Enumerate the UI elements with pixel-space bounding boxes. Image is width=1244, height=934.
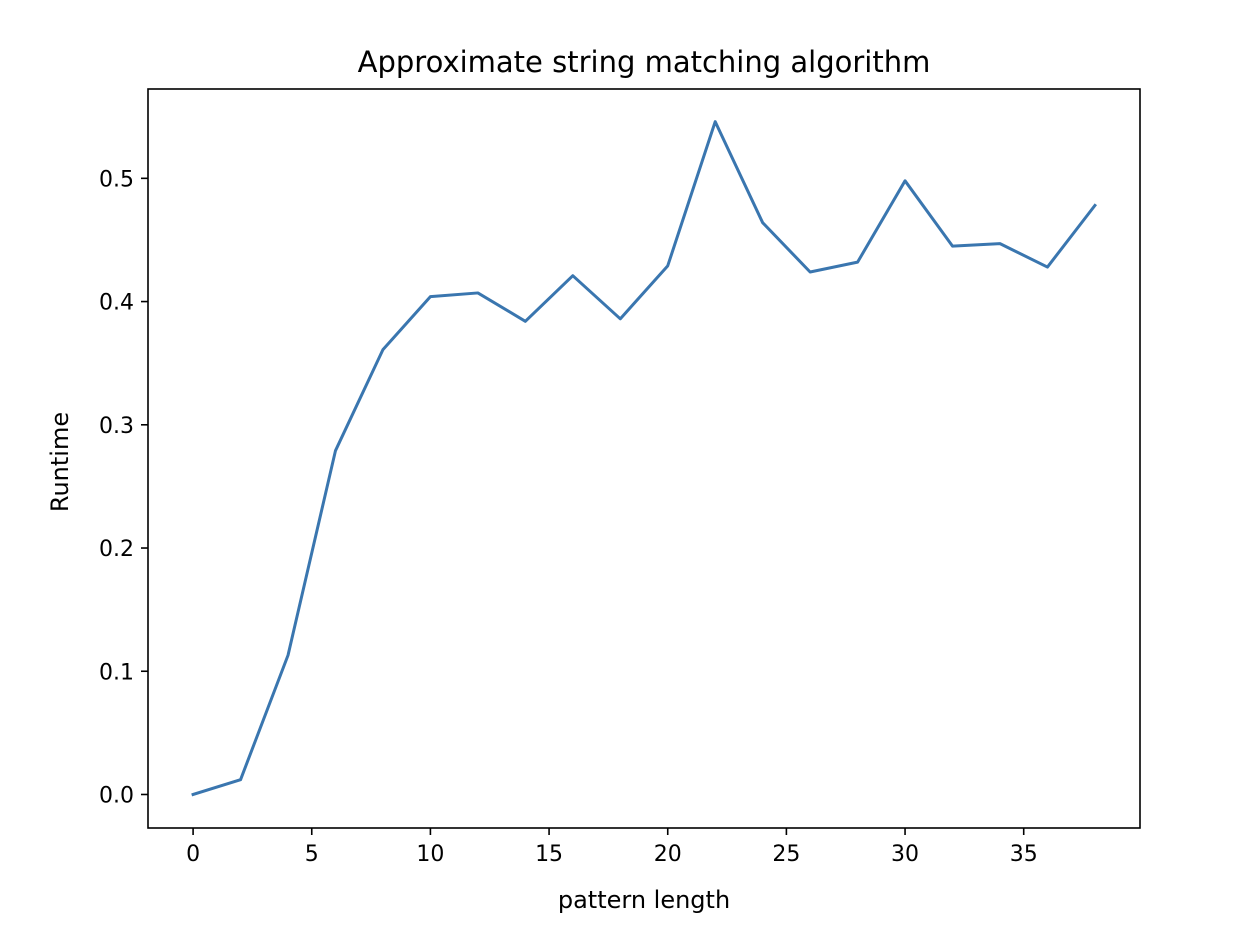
x-tick-label: 20 — [654, 842, 682, 867]
x-tick-label: 10 — [416, 842, 444, 867]
x-tick-label: 25 — [772, 842, 800, 867]
x-axis-label: pattern length — [558, 886, 730, 914]
plot-area — [191, 120, 1098, 797]
x-tick-label: 15 — [535, 842, 563, 867]
x-tick-label: 35 — [1010, 842, 1038, 867]
x-tick-label: 0 — [186, 842, 200, 867]
chart-title: Approximate string matching algorithm — [358, 45, 931, 79]
x-tick-label: 5 — [305, 842, 319, 867]
series-line-0 — [191, 120, 1098, 797]
y-tick-label: 0.5 — [99, 167, 134, 192]
y-tick-label: 0.1 — [99, 660, 134, 685]
y-axis-label: Runtime — [46, 412, 74, 512]
x-tick-label: 30 — [891, 842, 919, 867]
axes-frame — [147, 88, 1141, 829]
y-tick-label: 0.4 — [99, 291, 134, 316]
y-tick-label: 0.3 — [99, 414, 134, 439]
y-tick-label: 0.2 — [99, 537, 134, 562]
y-tick-label: 0.0 — [99, 783, 134, 808]
